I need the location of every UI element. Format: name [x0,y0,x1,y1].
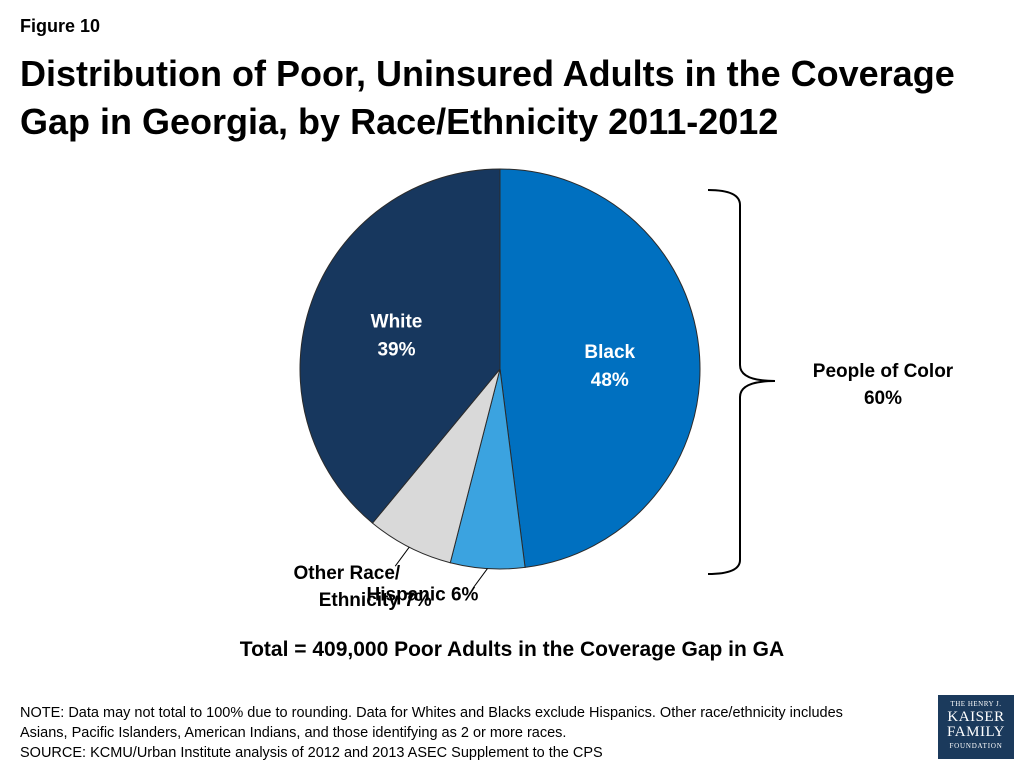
slice-label-other-race-ethnicity-line1: Other Race/ [294,563,401,584]
leader-line-other-race-ethnicity [394,546,410,567]
pie-slice-white [299,168,501,524]
svg-text:People of Color: People of Color [813,361,954,382]
slice-label-white-value: 39% [377,340,415,361]
note-line-1: NOTE: Data may not total to 100% due to … [20,705,843,721]
slice-label-hispanic-line1: Hispanic 6% [367,585,479,606]
pie-slice-black [499,168,701,568]
logo-line-2: KAISER [947,709,1005,725]
figure-label: Figure 10 [20,16,101,36]
total-label: Total = 409,000 Poor Adults in the Cover… [239,638,785,661]
note-line-2: Asians, Pacific Islanders, American Indi… [20,725,567,741]
kff-logo: THE HENRY J. KAISER FAMILY FOUNDATION [938,695,1014,759]
bracket-label-line2: 60% [864,388,902,409]
note-source: NOTE: Data may not total to 100% due to … [20,703,930,763]
source-line: SOURCE: KCMU/Urban Institute analysis of… [20,745,603,761]
people-of-color-bracket [707,189,776,575]
chart-title: Distribution of Poor, Uninsured Adults i… [20,53,955,142]
slice-label-black-value: 48% [591,370,629,391]
slice-label-white-name: White [371,312,423,333]
bracket-label-line1: People of Color [813,361,954,382]
svg-text:60%: 60% [864,388,902,409]
leader-line-hispanic [473,568,488,588]
logo-line-1: THE HENRY J. [950,700,1002,708]
slice-label-black-name: Black [584,342,635,363]
logo-line-4: FOUNDATION [949,742,1003,750]
logo-line-3: FAMILY [947,724,1005,740]
slice-label-other-race-ethnicity-line2: Ethnicity 7% [319,590,432,611]
